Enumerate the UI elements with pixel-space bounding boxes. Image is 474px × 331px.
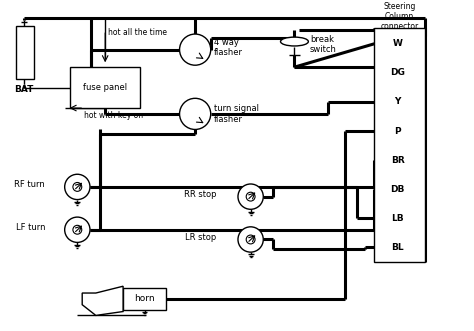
Text: RF turn: RF turn	[14, 180, 45, 189]
Text: Y: Y	[394, 97, 401, 107]
Text: P: P	[394, 126, 401, 135]
Text: turn signal
flasher: turn signal flasher	[214, 104, 259, 123]
Text: break
switch: break switch	[310, 35, 337, 55]
Ellipse shape	[281, 37, 309, 46]
Circle shape	[246, 192, 255, 201]
Text: fuse panel: fuse panel	[82, 83, 127, 92]
Text: hot all the time: hot all the time	[108, 27, 167, 37]
Circle shape	[73, 225, 82, 234]
Circle shape	[73, 182, 82, 191]
Text: BL: BL	[392, 243, 404, 252]
Bar	[16, 26, 34, 79]
Circle shape	[180, 34, 211, 65]
Text: hot with key on: hot with key on	[84, 111, 143, 120]
Text: RR stop: RR stop	[184, 190, 217, 199]
Circle shape	[238, 227, 263, 252]
Text: BAT: BAT	[14, 85, 34, 94]
Circle shape	[246, 235, 255, 244]
Bar	[123, 288, 166, 309]
Text: DG: DG	[390, 69, 405, 77]
Polygon shape	[82, 286, 123, 315]
Text: DB: DB	[391, 185, 405, 194]
Bar	[374, 28, 425, 262]
Circle shape	[180, 98, 211, 129]
Text: 4 way
flasher: 4 way flasher	[214, 38, 243, 57]
Circle shape	[238, 184, 263, 209]
Text: LR stop: LR stop	[185, 233, 217, 242]
Bar	[70, 67, 140, 108]
Text: Steering
Column
connector: Steering Column connector	[381, 2, 419, 31]
Text: LB: LB	[392, 214, 404, 223]
Text: horn: horn	[134, 294, 155, 304]
Text: W: W	[392, 39, 402, 48]
Text: LF turn: LF turn	[16, 223, 45, 232]
Text: BR: BR	[391, 156, 404, 165]
Circle shape	[64, 174, 90, 200]
Circle shape	[64, 217, 90, 242]
